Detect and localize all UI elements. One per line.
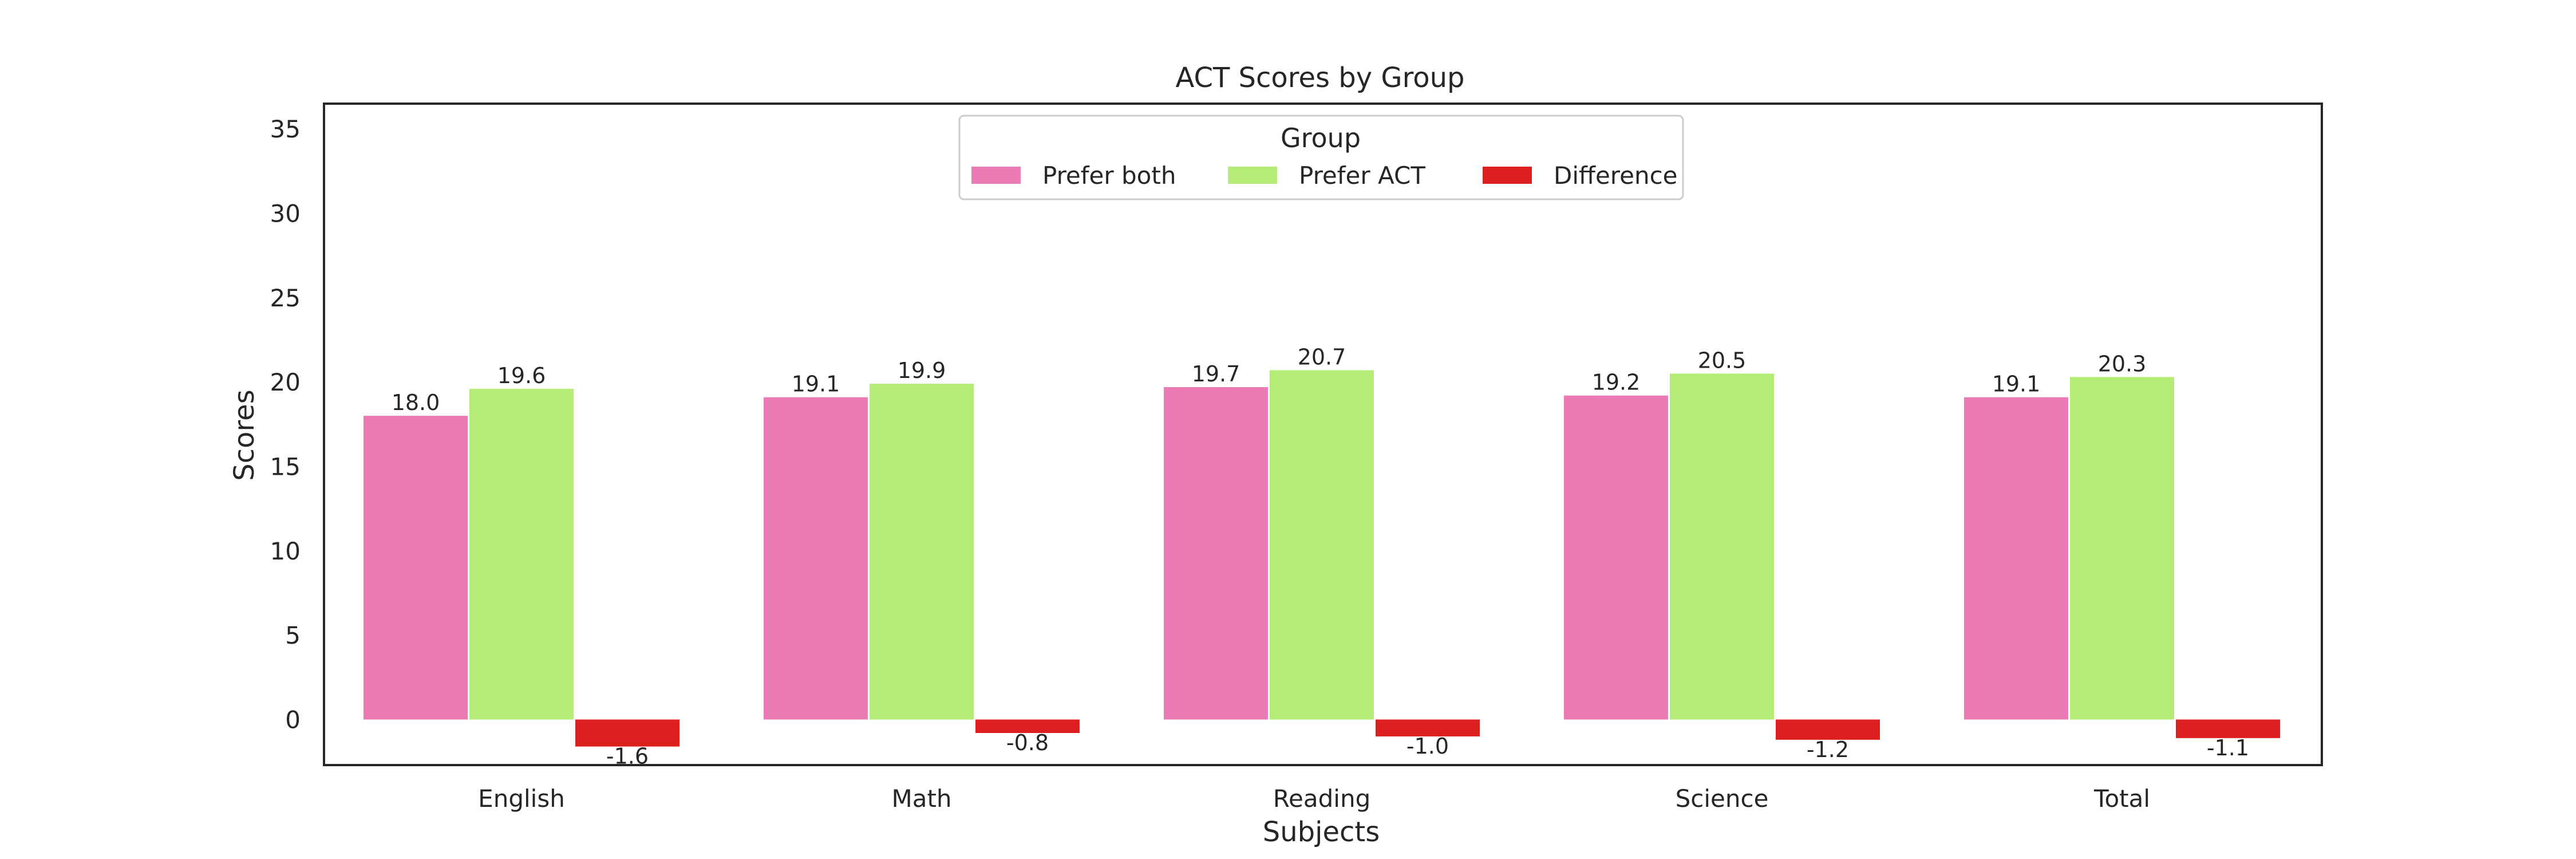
bar-prefer-both-total (1964, 397, 2068, 720)
bar-prefer-act-science (1670, 373, 1774, 720)
y-axis-label: Scores (228, 389, 260, 480)
legend-swatch-prefer-both (971, 167, 1021, 184)
data-label-prefer-both-math: 19.1 (792, 372, 840, 397)
x-tick-label-english: English (478, 785, 565, 813)
y-tick-label-25: 25 (270, 284, 301, 312)
y-tick-label-10: 10 (270, 537, 301, 565)
data-label-prefer-both-reading: 19.7 (1192, 361, 1240, 387)
data-label-prefer-act-science: 20.5 (1698, 348, 1747, 373)
data-label-prefer-act-english: 19.6 (497, 363, 546, 388)
x-tick-label-math: Math (891, 785, 951, 813)
bar-prefer-both-science (1564, 395, 1668, 720)
data-labels: 18.0 19.1 19.7 19.2 19.1 19.6 19.9 20.7 20.5 20.3… (392, 345, 2249, 769)
data-label-difference-total: -1.1 (2207, 735, 2249, 761)
y-tick-label-20: 20 (270, 368, 301, 396)
data-label-prefer-act-math: 19.9 (898, 358, 946, 383)
bar-prefer-act-english (469, 388, 574, 720)
y-tick-label-30: 30 (270, 200, 301, 228)
data-label-prefer-both-total: 19.1 (1992, 372, 2041, 397)
x-tick-label-science: Science (1676, 785, 1769, 813)
bar-prefer-act-math (870, 384, 974, 720)
data-label-prefer-act-total: 20.3 (2098, 351, 2147, 376)
legend-swatch-prefer-act (1228, 167, 1277, 184)
bar-series (364, 370, 2280, 747)
data-label-difference-math: -0.8 (1006, 730, 1049, 755)
x-tick-label-total: Total (2093, 785, 2150, 813)
bar-difference-science (1776, 719, 1880, 740)
legend-items: Prefer both Prefer ACT Difference (971, 161, 1678, 190)
data-label-prefer-both-science: 19.2 (1592, 370, 1641, 395)
y-tick-label-35: 35 (270, 115, 301, 143)
bar-difference-math (975, 719, 1080, 734)
data-label-prefer-both-english: 18.0 (392, 390, 440, 415)
chart-title: ACT Scores by Group (1175, 62, 1464, 94)
bar-prefer-act-reading (1270, 370, 1374, 720)
legend-label-prefer-act: Prefer ACT (1299, 161, 1425, 190)
y-tick-label-5: 5 (285, 621, 301, 649)
y-tick-label-15: 15 (270, 452, 301, 480)
x-tick-label-reading: Reading (1273, 785, 1370, 813)
bar-prefer-both-english (364, 416, 468, 720)
y-axis-ticks: 0 5 10 15 20 25 30 35 (270, 115, 301, 734)
legend-title: Group (1281, 123, 1361, 153)
legend-swatch-difference (1483, 167, 1532, 184)
bar-difference-reading (1376, 719, 1480, 736)
legend-label-difference: Difference (1554, 161, 1678, 190)
x-axis-ticks: English Math Reading Science Total (478, 785, 2150, 813)
plot-frame (323, 103, 2323, 766)
data-label-prefer-act-reading: 20.7 (1298, 345, 1346, 370)
legend-label-prefer-both: Prefer both (1042, 161, 1176, 190)
data-label-difference-science: -1.2 (1807, 737, 1849, 762)
y-tick-label-0: 0 (285, 706, 301, 734)
bar-prefer-both-math (764, 397, 868, 720)
bar-prefer-act-total (2070, 377, 2174, 720)
data-label-difference-reading: -1.0 (1406, 734, 1449, 759)
bar-difference-english (575, 719, 679, 747)
bar-prefer-both-reading (1164, 387, 1268, 720)
x-axis-label: Subjects (1263, 816, 1380, 848)
legend: Group Prefer both Prefer ACT Difference (958, 115, 1684, 200)
bar-difference-total (2176, 719, 2280, 738)
